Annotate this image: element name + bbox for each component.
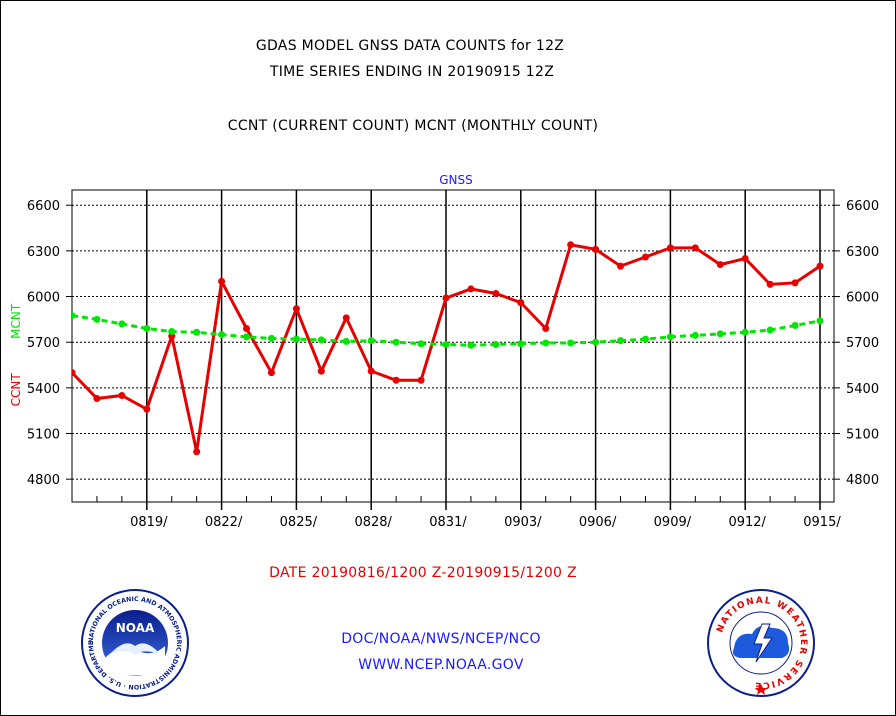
chart-title-line1: GDAS MODEL GNSS DATA COUNTS for 12Z [255,38,565,54]
series-point-ccnt [517,299,525,307]
x-tick-label: 0915/ [803,515,841,530]
series-point-ccnt [666,244,674,252]
series-point-mcnt [641,335,649,343]
series-point-mcnt [791,321,799,329]
noaa-logo: NATIONAL OCEANIC AND ATMOSPHERIC ADMINIS… [80,588,189,697]
series-point-ccnt [218,277,226,285]
series-point-mcnt [741,328,749,336]
x-tick-label: 0903/ [504,515,542,530]
series-point-mcnt [691,331,699,339]
series-point-mcnt [417,340,425,348]
x-tick-label: 0828/ [354,515,392,530]
y-tick-label-left: 6300 [27,245,60,260]
series-point-ccnt [442,294,450,302]
x-tick-label: 0819/ [130,515,168,530]
series-point-mcnt [342,337,350,345]
series-point-ccnt [592,245,600,253]
series-point-mcnt [492,340,500,348]
x-tick-label: 0822/ [205,515,243,530]
x-tick-label: 0912/ [728,515,766,530]
series-point-ccnt [567,241,575,249]
y-tick-label-right: 6600 [846,199,879,214]
y-tick-label-right: 6000 [846,291,879,306]
series-point-ccnt [542,324,550,332]
chart-title-line2: TIME SERIES ENDING IN 20190915 12Z [269,64,555,80]
y-tick-label-left: 4800 [27,473,60,488]
y-tick-label-right: 5400 [846,382,879,397]
series-point-mcnt [218,331,226,339]
series-point-ccnt [143,405,151,413]
series-point-ccnt [72,369,76,377]
series-point-mcnt [168,328,176,336]
series-point-ccnt [392,376,400,384]
series-point-ccnt [492,289,500,297]
series-point-mcnt [367,337,375,345]
series-point-mcnt [766,326,774,334]
series-point-mcnt [442,340,450,348]
series-point-ccnt [467,285,475,293]
x-tick-label: 0909/ [654,515,692,530]
x-tick-label: 0831/ [429,515,467,530]
org-label: DOC/NOAA/NWS/NCEP/NCO [341,631,541,647]
series-point-mcnt [467,341,475,349]
series-point-ccnt [193,448,201,456]
site-link[interactable]: WWW.NCEP.NOAA.GOV [358,657,524,673]
series-point-ccnt [791,279,799,287]
series-point-ccnt [267,369,275,377]
series-point-mcnt [143,324,151,332]
x-tick-label: 0906/ [579,515,617,530]
series-point-ccnt [342,314,350,322]
y-axis-label-ccnt: CCNT [9,373,23,407]
series-point-ccnt [617,262,625,270]
chart-subtitle: CCNT (CURRENT COUNT) MCNT (MONTHLY COUNT… [227,118,599,134]
x-tick-label: 0825/ [280,515,318,530]
series-point-mcnt [118,320,126,328]
series-point-ccnt [741,254,749,262]
series-point-mcnt [292,335,300,343]
nws-logo: NATIONAL WEATHER SERVICE [707,589,815,697]
series-point-mcnt [542,339,550,347]
series-point-ccnt [766,280,774,288]
series-point-ccnt [716,261,724,269]
y-tick-label-right: 6300 [846,245,879,260]
noaa-wordmark: NOAA [116,621,155,635]
plot-title: GNSS [439,173,473,187]
series-point-mcnt [267,334,275,342]
y-tick-label-left: 5400 [27,382,60,397]
y-tick-label-left: 6000 [27,291,60,306]
series-point-mcnt [317,336,325,344]
date-range-label: DATE 20190816/1200 Z-20190915/1200 Z [269,565,577,581]
series-point-mcnt [592,338,600,346]
series-point-ccnt [641,253,649,261]
series-point-ccnt [816,262,824,270]
series-point-mcnt [243,333,251,341]
series-point-mcnt [517,340,525,348]
series-point-ccnt [317,367,325,375]
series-point-mcnt [716,330,724,338]
y-tick-label-right: 5100 [846,428,879,443]
series-point-ccnt [93,395,101,403]
series-point-mcnt [567,339,575,347]
series-point-ccnt [243,324,251,332]
series-point-mcnt [617,337,625,345]
plot-area [71,189,835,503]
series-point-mcnt [392,338,400,346]
series-point-ccnt [367,367,375,375]
y-tick-label-right: 5700 [846,336,879,351]
series-point-ccnt [417,376,425,384]
y-tick-label-right: 4800 [846,473,879,488]
series-point-mcnt [93,315,101,323]
y-tick-label-left: 6600 [27,199,60,214]
y-tick-label-left: 5100 [27,428,60,443]
series-point-ccnt [691,244,699,252]
y-tick-label-left: 5700 [27,336,60,351]
series-point-mcnt [72,312,76,320]
series-point-mcnt [666,333,674,341]
series-point-mcnt [193,328,201,336]
series-point-ccnt [118,391,126,399]
series-point-mcnt [816,317,824,325]
y-axis-label-mcnt: MCNT [9,303,23,339]
series-point-ccnt [292,305,300,313]
